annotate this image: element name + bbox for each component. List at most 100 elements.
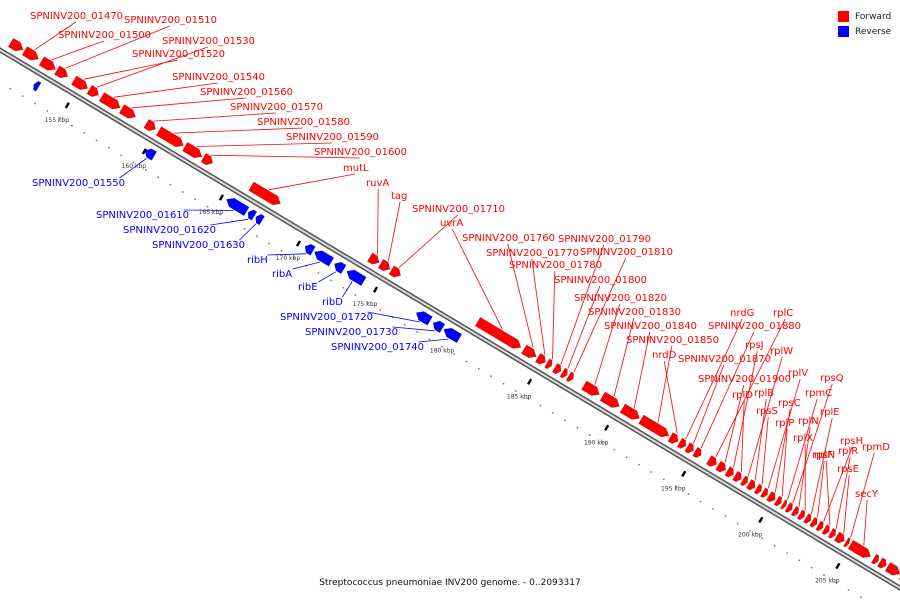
gene-arrow <box>346 269 367 287</box>
gene-feature[interactable] <box>833 531 845 544</box>
gene-feature[interactable] <box>38 56 56 71</box>
gene-feature[interactable] <box>200 152 213 166</box>
gene-feature[interactable] <box>559 367 568 379</box>
tick-label: 180 kbp <box>430 347 455 354</box>
position-dot <box>219 213 221 216</box>
gene-feature[interactable] <box>796 509 806 521</box>
label-leader-line <box>811 417 833 515</box>
position-dot <box>625 456 628 459</box>
gene-feature[interactable] <box>54 65 69 79</box>
gene-label: SPNINV200_01760 <box>462 233 555 244</box>
gene-feature[interactable] <box>843 537 851 548</box>
gene-arrow <box>415 311 433 326</box>
gene-feature[interactable] <box>870 553 880 565</box>
tick-label: 205 kbp <box>815 578 840 585</box>
gene-arrow <box>715 460 727 473</box>
tick-label: 195 kbp <box>661 486 686 493</box>
label-leader-line <box>613 317 635 397</box>
gene-feature[interactable] <box>144 148 158 161</box>
gene-feature[interactable] <box>182 141 203 159</box>
gene-feature[interactable] <box>86 84 99 98</box>
gene-feature[interactable] <box>415 311 433 326</box>
tick-mark <box>295 240 302 247</box>
gene-feature[interactable] <box>534 352 546 365</box>
gene-feature[interactable] <box>248 181 281 206</box>
gene-feature[interactable] <box>551 363 562 375</box>
position-dot <box>71 124 73 127</box>
gene-feature[interactable] <box>33 80 42 92</box>
position-dot <box>699 500 702 503</box>
gene-feature[interactable] <box>739 475 749 487</box>
gene-feature[interactable] <box>565 371 575 383</box>
gene-feature[interactable] <box>619 403 640 420</box>
label-leader-line <box>377 188 379 255</box>
label-leader-line <box>318 271 337 283</box>
label-leader-line <box>367 311 421 323</box>
gene-feature[interactable] <box>773 495 783 507</box>
label-leader-line <box>119 158 147 179</box>
gene-label: SPNINV200_01800 <box>554 275 647 286</box>
gene-feature[interactable] <box>847 539 872 558</box>
gene-feature[interactable] <box>98 92 121 110</box>
gene-feature[interactable] <box>304 243 316 256</box>
gene-feature[interactable] <box>521 344 537 359</box>
gene-arrow <box>182 141 203 159</box>
gene-feature[interactable] <box>388 265 401 278</box>
gene-feature[interactable] <box>692 446 702 459</box>
gene-feature[interactable] <box>443 327 463 344</box>
gene-feature[interactable] <box>676 437 687 449</box>
gene-feature[interactable] <box>779 499 788 510</box>
gene-feature[interactable] <box>247 209 258 221</box>
gene-feature[interactable] <box>746 479 756 491</box>
gene-feature[interactable] <box>118 104 136 119</box>
gene-feature[interactable] <box>581 380 600 396</box>
gene-feature[interactable] <box>821 524 830 535</box>
gene-feature[interactable] <box>21 46 39 61</box>
gene-feature[interactable] <box>544 358 553 370</box>
gene-feature[interactable] <box>766 491 776 503</box>
gene-label: SPNINV200_01730 <box>305 327 398 338</box>
gene-feature[interactable] <box>724 466 734 478</box>
gene-feature[interactable] <box>7 37 24 52</box>
gene-feature[interactable] <box>474 316 522 349</box>
gene-feature[interactable] <box>667 432 679 444</box>
gene-feature[interactable] <box>432 320 446 334</box>
gene-feature[interactable] <box>71 75 89 90</box>
gene-feature[interactable] <box>155 126 184 148</box>
gene-feature[interactable] <box>784 502 793 513</box>
gene-feature[interactable] <box>827 527 837 539</box>
gene-feature[interactable] <box>377 258 391 272</box>
gene-feature[interactable] <box>334 261 347 275</box>
gene-features[interactable] <box>7 37 900 581</box>
gene-feature[interactable] <box>143 118 156 132</box>
position-dot <box>243 227 246 230</box>
gene-feature[interactable] <box>346 269 367 287</box>
label-leader-line <box>715 318 786 458</box>
legend-forward: Forward <box>838 9 891 24</box>
gene-feature[interactable] <box>884 562 900 576</box>
label-leader-line <box>700 331 755 449</box>
genome-backbone <box>0 47 900 591</box>
gene-feature[interactable] <box>638 414 670 438</box>
gene-feature[interactable] <box>877 557 887 569</box>
gene-feature[interactable] <box>790 505 800 517</box>
gene-feature[interactable] <box>366 252 380 265</box>
gene-feature[interactable] <box>803 513 812 524</box>
gene-feature[interactable] <box>314 250 335 267</box>
gene-feature[interactable] <box>684 442 694 454</box>
gene-feature[interactable] <box>809 516 818 528</box>
gene-feature[interactable] <box>599 391 620 408</box>
label-leader-line <box>733 350 758 468</box>
position-dot <box>453 353 455 355</box>
gene-feature[interactable] <box>753 483 763 495</box>
gene-feature[interactable] <box>705 455 717 467</box>
gene-feature[interactable] <box>815 520 824 532</box>
gene-feature[interactable] <box>715 460 727 473</box>
gene-feature[interactable] <box>759 487 769 499</box>
gene-label: rpsQ <box>820 373 844 384</box>
position-dot <box>46 110 49 112</box>
gene-feature[interactable] <box>732 470 742 483</box>
gene-feature[interactable] <box>226 197 250 217</box>
gene-feature[interactable] <box>255 214 265 226</box>
gene-label: SPNINV200_01810 <box>580 247 673 258</box>
